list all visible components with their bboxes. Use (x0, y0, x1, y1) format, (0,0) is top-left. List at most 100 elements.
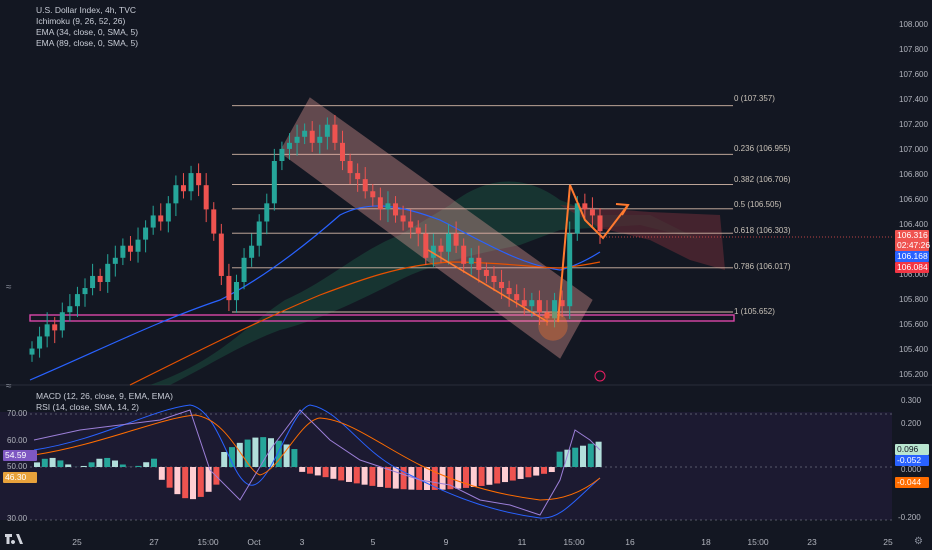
price-tick: 106.800 (899, 170, 928, 179)
macd-histogram-bar (470, 467, 477, 488)
macd-histogram-bar (314, 467, 321, 476)
macd-hist-tag: 0.096 (895, 444, 929, 455)
macd-histogram-bar (299, 467, 306, 472)
macd-histogram-bar (182, 467, 189, 499)
macd-histogram-bar (119, 464, 126, 467)
price-tick: 106.600 (899, 195, 928, 204)
rsi-tick: 60.00 (7, 436, 28, 445)
macd-histogram-bar (556, 451, 563, 467)
projection-path (557, 184, 629, 323)
macd-histogram-bar (572, 447, 579, 467)
macd-histogram-bar (338, 467, 345, 481)
tradingview-logo[interactable] (4, 531, 26, 545)
ema34-legend[interactable]: EMA (34, close, 0, SMA, 5) (36, 27, 139, 37)
macd-histogram-bar (533, 467, 540, 476)
support-zone (29, 314, 735, 322)
macd-histogram-bar (283, 444, 290, 467)
ichimoku-cloud-green (150, 181, 720, 385)
ema89-legend[interactable]: EMA (89, close, 0, SMA, 5) (36, 38, 139, 48)
candle-body (241, 257, 247, 282)
time-tick: 18 (701, 537, 711, 547)
candle-body (340, 142, 346, 161)
macd-histogram-bar (205, 467, 212, 492)
rsi-legend[interactable]: RSI (14, close, SMA, 14, 2) (36, 402, 139, 412)
macd-histogram-bar (96, 458, 103, 467)
candle-body (82, 288, 88, 295)
candle-body (158, 215, 164, 222)
candle-body (468, 257, 474, 264)
candle-body (423, 233, 429, 258)
macd-histogram-bar (197, 467, 204, 497)
scale-settings-icon[interactable]: ≈ (6, 282, 12, 293)
candle-body (74, 294, 80, 307)
time-tick: 25 (72, 537, 82, 547)
fib-label: 1 (105.652) (734, 307, 775, 316)
macd-legend[interactable]: MACD (12, 26, close, 9, EMA, EMA) (36, 391, 173, 401)
candle-body (506, 288, 512, 295)
rsi-tick: 70.00 (7, 409, 28, 418)
macd-histogram-bar (252, 437, 259, 467)
symbol-title[interactable]: U.S. Dollar Index, 4h, TVC (36, 5, 136, 15)
macd-histogram-bar (330, 467, 337, 479)
candle-body (317, 136, 323, 143)
candle-body (256, 221, 262, 246)
macd-histogram-bar (221, 451, 228, 467)
time-tick: 15:00 (747, 537, 769, 547)
macd-histogram-bar (166, 467, 173, 488)
fib-label: 0.786 (106.017) (734, 262, 791, 271)
macd-histogram-bar (517, 467, 524, 479)
price-tick: 108.000 (899, 20, 928, 29)
macd-tick: 0.000 (901, 465, 922, 474)
candle-body (438, 245, 444, 252)
price-tick: 105.200 (899, 370, 928, 379)
candle-body (37, 336, 43, 349)
rsi-line (33, 409, 601, 516)
candle-body (67, 306, 73, 313)
price-tick: 105.800 (899, 295, 928, 304)
macd-histogram-bar (541, 467, 547, 474)
candle-body (165, 203, 171, 222)
fib-label: 0 (107.357) (734, 94, 775, 103)
candle-body (286, 142, 292, 149)
macd-histogram-bar (346, 467, 352, 482)
gear-icon[interactable]: ⚙ (914, 536, 923, 547)
time-tick: 23 (807, 537, 817, 547)
descending-channel (279, 97, 593, 359)
candle-body (453, 233, 459, 246)
macd-histogram-bar (88, 462, 95, 467)
candle-body (173, 185, 179, 204)
candle-body (582, 203, 588, 210)
time-tick: Oct (247, 537, 261, 547)
candle-body (59, 312, 65, 331)
macd-histogram-bar (439, 467, 446, 490)
candle-body (218, 233, 224, 276)
ichimoku-legend[interactable]: Ichimoku (9, 26, 52, 26) (36, 16, 126, 26)
candle-body (408, 221, 414, 228)
price-tick: 107.600 (899, 70, 928, 79)
candle-body (180, 185, 186, 192)
candle-body (499, 281, 505, 289)
rsi-ma-tag: 46.30 (3, 472, 37, 483)
macd-histogram-bar (424, 467, 430, 490)
macd-histogram-bar (595, 441, 602, 467)
macd-tick: 0.200 (901, 419, 922, 428)
candle-body (461, 245, 467, 264)
macd-histogram-bar (502, 467, 508, 483)
candle-body (112, 257, 118, 264)
price-tick: 106.000 (899, 270, 928, 279)
macd-histogram-bar (353, 467, 360, 484)
candle-body (430, 245, 436, 258)
ema89-line (129, 261, 601, 386)
candle-body (143, 227, 149, 240)
macd-histogram-bar (548, 467, 555, 473)
candle-body (362, 179, 368, 192)
macd-line (33, 404, 601, 519)
macd-histogram-bar (494, 467, 501, 484)
candle-body (559, 300, 565, 307)
price-tick: 107.200 (899, 120, 928, 129)
macd-line-tag: -0.052 (895, 455, 929, 466)
pane-settings-icon[interactable]: ≈ (6, 381, 12, 392)
candle-body (294, 136, 300, 143)
